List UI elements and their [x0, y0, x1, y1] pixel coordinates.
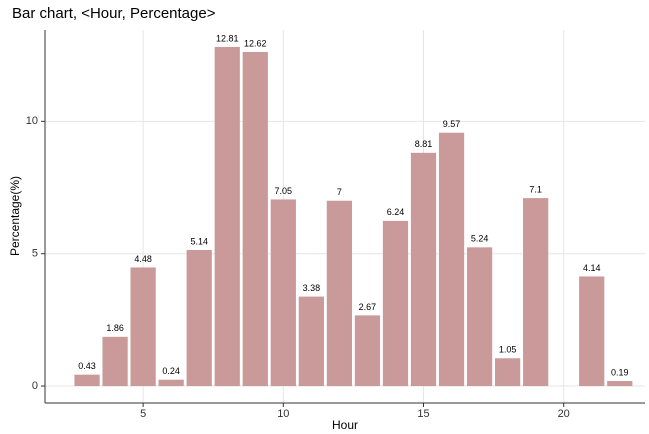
bar	[130, 267, 156, 387]
y-tick-label: 10	[26, 115, 38, 127]
bar	[74, 374, 100, 387]
x-axis-title: Hour	[332, 418, 358, 432]
data-label: 7.1	[529, 184, 542, 194]
bar	[382, 220, 409, 387]
y-tick-label: 0	[32, 380, 38, 392]
bar	[214, 46, 240, 387]
bar	[270, 199, 296, 387]
data-label: 5.14	[190, 236, 208, 246]
data-label: 2.67	[359, 302, 377, 312]
data-label: 1.86	[106, 323, 124, 333]
bar	[186, 249, 212, 387]
chart-title: Bar chart, <Hour, Percentage>	[12, 5, 216, 22]
x-tick-label: 15	[417, 408, 429, 420]
data-label: 9.57	[443, 119, 461, 129]
bar	[523, 198, 549, 387]
data-label: 1.05	[499, 345, 517, 355]
bar	[158, 379, 184, 387]
data-label: 0.19	[611, 367, 629, 377]
bar	[438, 132, 465, 387]
x-tick-label: 5	[140, 408, 146, 420]
bar	[410, 152, 437, 387]
x-tick-label: 20	[558, 408, 570, 420]
y-tick-label: 5	[32, 248, 38, 260]
bar	[102, 336, 128, 387]
data-label: 0.43	[78, 361, 96, 371]
data-label: 3.38	[303, 283, 321, 293]
data-label: 0.24	[162, 366, 180, 376]
bar	[466, 247, 493, 387]
data-label: 4.48	[134, 254, 152, 264]
data-label: 8.81	[415, 139, 433, 149]
data-label: 7	[337, 187, 342, 197]
data-label: 6.24	[387, 207, 405, 217]
bar	[326, 200, 353, 387]
bar	[579, 276, 605, 387]
bar	[495, 358, 521, 387]
data-label: 7.05	[275, 186, 293, 196]
bar	[354, 315, 381, 387]
data-label: 12.62	[244, 38, 267, 48]
data-label: 5.24	[471, 234, 489, 244]
bar	[607, 381, 633, 387]
data-label: 4.14	[583, 263, 601, 273]
data-label: 12.81	[216, 33, 239, 43]
x-tick-label: 10	[277, 408, 289, 420]
bar	[242, 51, 268, 387]
y-axis-title: Percentage(%)	[8, 176, 22, 256]
bar	[298, 296, 324, 387]
